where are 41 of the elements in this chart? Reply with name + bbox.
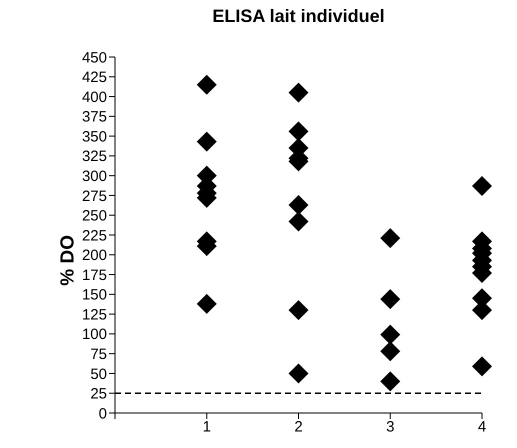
y-tick-label: 100: [82, 326, 107, 344]
point: [472, 356, 492, 376]
point: [380, 324, 400, 345]
point: [288, 212, 308, 232]
y-tick-label: 150: [82, 286, 107, 304]
point: [380, 289, 400, 310]
point: [288, 300, 308, 320]
y-tick-label: 75: [90, 346, 107, 363]
point: [196, 132, 217, 152]
y-axis-title: % DO: [58, 235, 79, 286]
x-tick-label: 4: [478, 418, 486, 436]
y-tick-label: 175: [82, 266, 107, 284]
point: [196, 294, 217, 314]
y-tick-label: 200: [82, 247, 107, 264]
y-tick-label: 50: [90, 366, 107, 383]
y-tick-label: 25: [90, 386, 107, 403]
y-tick-label: 275: [82, 188, 107, 205]
y-tick-label: 425: [82, 69, 107, 86]
point: [288, 363, 308, 384]
point: [196, 74, 217, 95]
point: [472, 176, 492, 196]
y-tick-label: 125: [82, 306, 107, 324]
y-tick-label: 250: [82, 208, 107, 225]
point: [288, 82, 308, 103]
y-tick-label: 0: [98, 405, 107, 422]
y-tick-label: 300: [82, 168, 107, 185]
point: [380, 371, 400, 392]
x-tick-label: 3: [386, 418, 394, 436]
y-tick-label: 350: [82, 128, 107, 146]
y-tick-label: 450: [82, 49, 107, 66]
point: [380, 228, 400, 248]
x-tick-label: 1: [202, 418, 211, 436]
point: [380, 341, 400, 362]
point: [288, 121, 308, 142]
point: [288, 194, 308, 215]
x-tick-label: 2: [294, 418, 303, 436]
y-tick-label: 225: [82, 227, 107, 244]
y-tick-label: 325: [82, 148, 107, 166]
y-tick-label: 375: [82, 108, 107, 126]
y-tick-label: 400: [82, 88, 107, 106]
chart-title: ELISA lait individuel: [211, 6, 386, 27]
